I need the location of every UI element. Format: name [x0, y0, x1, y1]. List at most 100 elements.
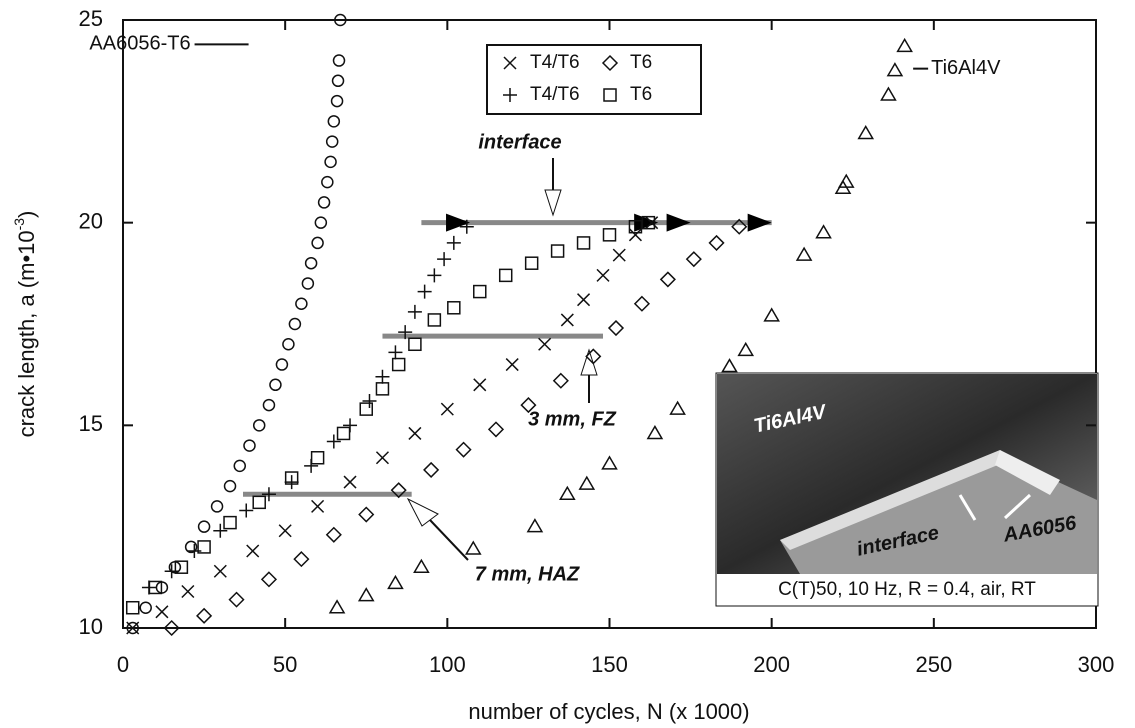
point: [577, 293, 591, 307]
photo-weld: [780, 450, 1010, 550]
point: [311, 236, 324, 250]
annotation-arrow: [406, 497, 439, 527]
point: [408, 426, 422, 440]
point: [282, 338, 295, 351]
point: [387, 574, 404, 590]
point: [498, 268, 513, 283]
x-tick-label: 0: [117, 652, 129, 677]
point: [721, 358, 738, 373]
x-tick-label: 150: [591, 652, 628, 677]
legend-marker: [503, 56, 517, 70]
point: [886, 62, 904, 77]
point: [304, 256, 318, 270]
point: [357, 587, 375, 602]
y-label-end: ): [14, 211, 39, 218]
point: [408, 337, 422, 352]
legend-label: T4/T6: [530, 52, 580, 73]
y-tick-label: 20: [79, 208, 103, 233]
point: [641, 215, 656, 230]
legend-marker: [603, 88, 617, 102]
point: [520, 397, 537, 414]
annotation: 7 mm, HAZ: [475, 563, 580, 585]
point: [334, 13, 347, 27]
point: [148, 580, 163, 595]
point: [646, 424, 664, 440]
point: [326, 434, 341, 449]
series-label: AA6056-T6: [89, 33, 190, 55]
legend-label: T6: [630, 84, 652, 105]
legend: T4/T6 T4/T6 T6 T6: [503, 52, 652, 105]
point: [417, 284, 432, 299]
point: [125, 600, 140, 615]
point: [262, 398, 276, 412]
point: [578, 475, 596, 490]
point: [288, 317, 302, 331]
point: [633, 295, 650, 312]
x-axis-label: number of cycles, N (x 1000): [468, 699, 749, 724]
point: [440, 402, 454, 416]
point: [763, 307, 780, 322]
point: [505, 358, 519, 372]
x-tick-label: 100: [429, 652, 466, 677]
x-tick-label: 200: [753, 652, 790, 677]
point: [181, 584, 195, 599]
point: [391, 357, 406, 372]
point: [455, 441, 472, 458]
point: [223, 479, 237, 493]
point: [795, 246, 813, 261]
point: [464, 540, 482, 555]
x-tick-label: 250: [915, 652, 952, 677]
point: [321, 175, 334, 189]
point: [413, 558, 430, 573]
point: [155, 605, 169, 619]
inset-arrow: [958, 494, 977, 521]
point: [526, 518, 544, 533]
point: [260, 571, 278, 588]
point: [155, 581, 169, 594]
y-tick-label: 15: [79, 411, 103, 436]
point: [388, 345, 403, 360]
point: [243, 439, 256, 452]
point: [550, 244, 565, 258]
series-label: Ti6Al4V: [931, 57, 1001, 79]
point: [184, 540, 198, 554]
point: [358, 506, 375, 523]
point: [375, 382, 390, 396]
point: [398, 325, 413, 340]
point: [246, 544, 260, 558]
point: [330, 94, 344, 108]
point: [576, 236, 591, 250]
point: [252, 419, 266, 432]
point: [524, 256, 539, 270]
point: [628, 219, 643, 234]
point: [210, 500, 224, 513]
y-tick-label: 25: [79, 6, 103, 31]
point: [239, 503, 254, 518]
point: [311, 499, 325, 513]
point: [659, 271, 676, 288]
legend-marker: [601, 54, 619, 72]
point: [139, 601, 152, 614]
point: [197, 540, 211, 554]
point: [407, 304, 422, 319]
y-label-main: crack length, a (m•10: [14, 230, 39, 437]
point: [473, 378, 487, 392]
photo-surface: [780, 455, 1097, 574]
legend-marker: [503, 88, 517, 102]
point: [685, 251, 702, 268]
y-axis-label: crack length, a (m•10-3): [11, 211, 39, 438]
point: [560, 313, 574, 327]
annotation: interface: [478, 131, 561, 153]
point: [487, 421, 505, 438]
point: [559, 485, 576, 500]
legend-label: T4/T6: [530, 84, 580, 105]
reference-arrow: [446, 213, 471, 232]
annotation: 3 mm, FZ: [528, 408, 617, 430]
point: [223, 515, 237, 530]
legend-box: [486, 44, 702, 115]
point: [612, 248, 626, 262]
point: [213, 564, 227, 578]
x-tick-label: 300: [1078, 652, 1115, 677]
point: [197, 520, 211, 533]
